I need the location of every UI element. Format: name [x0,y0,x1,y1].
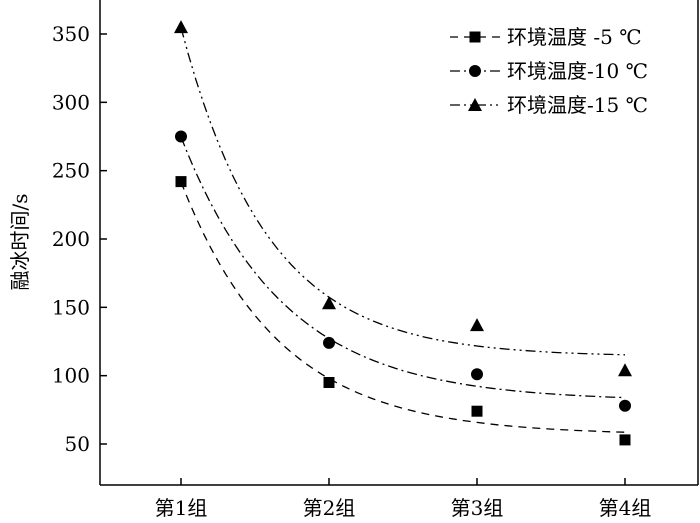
data-point [471,368,483,381]
y-tick-label: 250 [52,159,90,183]
data-point [175,130,187,143]
data-point [618,363,632,377]
legend-label: 环境温度-15 ℃ [507,93,648,117]
data-point [323,377,335,388]
legend-label: 环境温度-10 ℃ [507,59,648,83]
data-point [470,318,484,332]
legend: 环境温度 -5 ℃ 环境温度-10 ℃ 环境温度-15 ℃ [450,25,648,117]
series-layer [174,20,632,446]
data-point [322,296,336,310]
y-axis-ticks: 50 100 150 200 250 300 350 [52,22,107,456]
series-line [180,181,626,433]
series-square [175,176,631,446]
series-circle [175,130,631,412]
x-tick-label: 第1组 [155,496,208,520]
data-point [471,405,483,417]
y-tick-label: 350 [52,22,90,46]
series-triangle [174,20,632,377]
series-line [180,136,626,399]
data-point [175,176,187,188]
y-tick-label: 150 [52,295,90,319]
data-point [619,399,631,412]
legend-marker [469,31,481,43]
legend-item: 环境温度 -5 ℃ [450,25,642,49]
legend-marker [468,98,482,111]
y-tick-label: 200 [52,227,90,251]
plot-frame [99,0,699,486]
x-tick-label: 第3组 [451,496,504,520]
legend-marker [469,65,481,77]
data-point [619,434,631,446]
y-axis-title: 融冰时间/s [8,193,32,290]
data-point [174,20,188,34]
x-axis-ticks: 第1组 第2组 第3组 第4组 [155,478,652,520]
legend-item: 环境温度-15 ℃ [450,93,648,117]
x-tick-label: 第2组 [303,496,356,520]
data-point [323,336,335,349]
y-tick-label: 300 [52,90,90,114]
y-tick-label: 50 [65,432,90,456]
x-tick-label: 第4组 [599,496,652,520]
y-tick-label: 100 [52,364,90,388]
legend-item: 环境温度-10 ℃ [450,59,648,83]
legend-label: 环境温度 -5 ℃ [507,25,642,49]
series-line [180,27,626,356]
